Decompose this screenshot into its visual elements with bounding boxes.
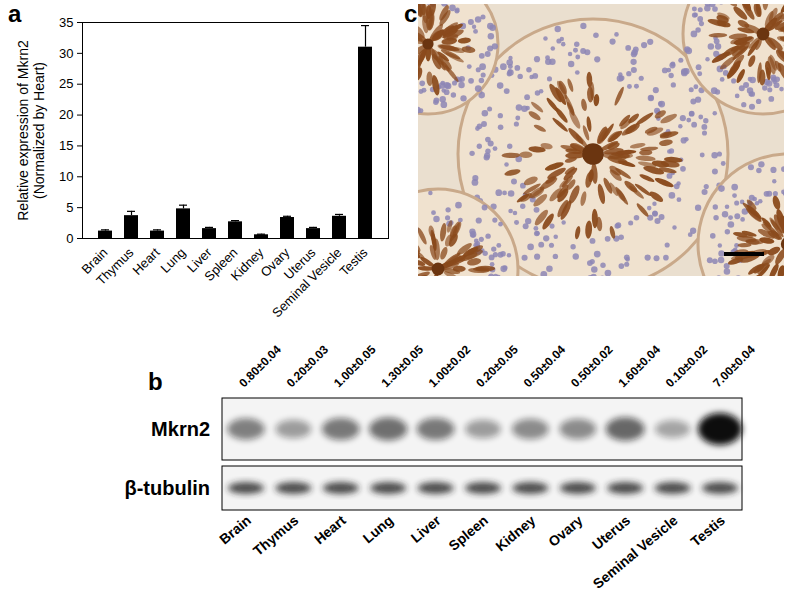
html-text:c: c bbox=[404, 0, 418, 27]
svg-text:Lung: Lung bbox=[158, 245, 189, 276]
svg-text:25: 25 bbox=[59, 76, 73, 91]
svg-text:Heart: Heart bbox=[129, 245, 162, 278]
svg-text:10: 10 bbox=[59, 169, 73, 184]
svg-text:5: 5 bbox=[66, 200, 73, 215]
svg-text:Mkrn2: Mkrn2 bbox=[151, 418, 210, 440]
svg-text:0.50±0.04: 0.50±0.04 bbox=[521, 342, 569, 390]
svg-text:Uterus: Uterus bbox=[280, 244, 319, 283]
svg-text:Kidney: Kidney bbox=[228, 244, 267, 283]
svg-text:0.10±0.02: 0.10±0.02 bbox=[663, 342, 711, 390]
html-text:b: b bbox=[148, 368, 163, 395]
svg-text:Liver: Liver bbox=[408, 512, 444, 546]
svg-text:Heart: Heart bbox=[311, 512, 349, 547]
html-text:a: a bbox=[8, 0, 22, 27]
svg-text:Ovary: Ovary bbox=[257, 244, 293, 280]
svg-text:Testis: Testis bbox=[687, 512, 728, 550]
svg-text:Testis: Testis bbox=[336, 244, 370, 278]
svg-text:Uterus: Uterus bbox=[589, 512, 633, 553]
svg-text:0.20±0.05: 0.20±0.05 bbox=[473, 342, 521, 390]
svg-text:Thymus: Thymus bbox=[250, 512, 302, 559]
svg-text:Relative expression of Mkrn2(N: Relative expression of Mkrn2(Normalized … bbox=[15, 40, 47, 221]
svg-text:Seminal Vesicle: Seminal Vesicle bbox=[590, 512, 681, 592]
svg-text:0.80±0.04: 0.80±0.04 bbox=[236, 342, 284, 390]
svg-text:0.20±0.03: 0.20±0.03 bbox=[284, 342, 332, 390]
svg-text:7.00±0.04: 7.00±0.04 bbox=[710, 342, 758, 390]
svg-text:Spleen: Spleen bbox=[201, 244, 241, 284]
svg-text:Kidney: Kidney bbox=[492, 512, 538, 554]
svg-text:20: 20 bbox=[59, 107, 73, 122]
svg-text:Seminal Vesicle: Seminal Vesicle bbox=[269, 245, 345, 321]
svg-text:Liver: Liver bbox=[184, 244, 215, 276]
svg-text:Spleen: Spleen bbox=[445, 512, 490, 554]
svg-text:30: 30 bbox=[59, 46, 73, 61]
svg-text:Brain: Brain bbox=[78, 244, 111, 277]
svg-text:Ovary: Ovary bbox=[545, 512, 586, 550]
svg-text:Brain: Brain bbox=[216, 512, 254, 547]
svg-text:β-tubulin: β-tubulin bbox=[124, 477, 210, 499]
svg-text:0: 0 bbox=[66, 231, 73, 246]
svg-text:1.30±0.05: 1.30±0.05 bbox=[378, 342, 426, 390]
svg-text:1.00±0.05: 1.00±0.05 bbox=[331, 342, 379, 390]
svg-text:Lung: Lung bbox=[360, 512, 396, 546]
svg-text:0.50±0.02: 0.50±0.02 bbox=[568, 342, 616, 390]
svg-text:Thymus: Thymus bbox=[93, 244, 137, 289]
svg-text:35: 35 bbox=[59, 15, 73, 30]
svg-text:1.60±0.04: 1.60±0.04 bbox=[615, 342, 663, 390]
svg-text:15: 15 bbox=[59, 138, 73, 153]
svg-text:1.00±0.02: 1.00±0.02 bbox=[426, 342, 474, 390]
